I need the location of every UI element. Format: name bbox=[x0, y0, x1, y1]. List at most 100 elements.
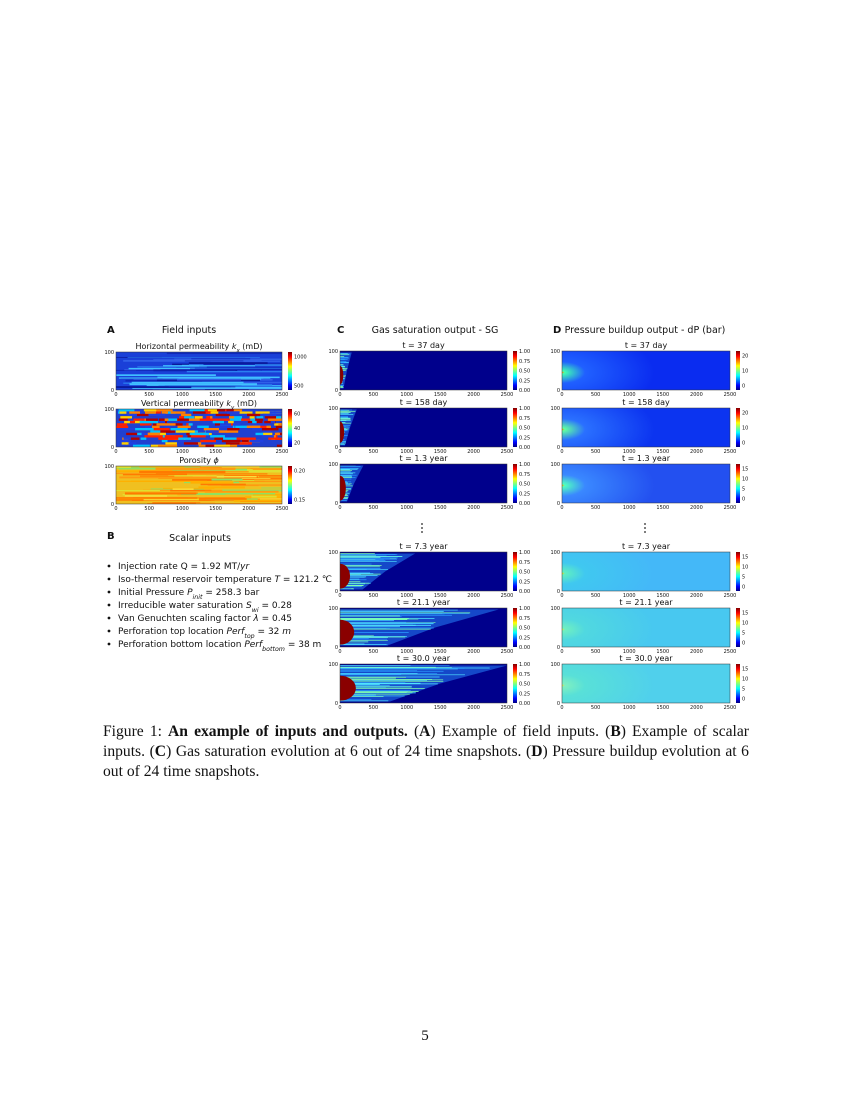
x-tick-label: 0 bbox=[560, 392, 563, 398]
x-tick-label: 500 bbox=[369, 449, 379, 455]
heatmap-cell bbox=[199, 418, 214, 421]
caption-text: ) Gas saturation evolution at 6 out of 2… bbox=[166, 743, 532, 760]
heatmap-bg bbox=[340, 464, 507, 503]
text-segment: t = 1.3 year bbox=[399, 454, 448, 463]
figure-caption: Figure 1: An example of inputs and outpu… bbox=[103, 722, 749, 782]
heatmap-cell bbox=[118, 409, 137, 412]
y-tick-label: 0 bbox=[111, 388, 114, 394]
panel-letter: A bbox=[107, 325, 115, 336]
y-tick-label: 0 bbox=[335, 701, 338, 707]
heatmap-cell bbox=[196, 502, 282, 504]
plot-title: t = 21.1 year bbox=[397, 598, 451, 607]
heatmap-bg bbox=[562, 464, 730, 503]
text-segment: t = 158 day bbox=[622, 398, 670, 407]
heatmap-cell bbox=[255, 411, 275, 414]
panel-title: Scalar inputs bbox=[169, 533, 231, 544]
text-segment: ϕ bbox=[213, 456, 219, 465]
list-item: Van Genuchten scaling factor λ = 0.45 bbox=[118, 614, 292, 624]
heatmap-cell bbox=[184, 360, 244, 362]
heatmap-cell bbox=[139, 466, 185, 468]
heatmap bbox=[562, 552, 730, 591]
heatmap-cell bbox=[218, 430, 239, 433]
heatmap bbox=[116, 352, 282, 390]
heatmap-cell bbox=[222, 489, 282, 492]
subscript: init bbox=[193, 593, 203, 601]
heatmap-cell bbox=[190, 435, 206, 438]
heatmap-cell bbox=[205, 411, 211, 414]
heatmap-cell bbox=[155, 411, 161, 414]
plot-title: t = 7.3 year bbox=[399, 542, 448, 551]
list-item: Irreducible water saturation Swi = 0.28 bbox=[118, 601, 292, 614]
heatmap-cell bbox=[129, 411, 141, 414]
heatmap-cell bbox=[200, 439, 216, 443]
x-tick-label: 0 bbox=[114, 449, 117, 455]
plot-title: t = 158 day bbox=[622, 398, 670, 407]
text-segment: Iso-thermal reservoir temperature bbox=[118, 575, 275, 585]
heatmap-cell bbox=[129, 420, 135, 424]
plot-title: t = 158 day bbox=[400, 398, 448, 407]
caption-text: ) Example of field inputs. ( bbox=[430, 723, 611, 740]
plot-title: Porosity ϕ bbox=[179, 456, 219, 465]
heatmap-cell bbox=[248, 423, 267, 426]
y-tick-label: 100 bbox=[328, 406, 338, 412]
x-tick-label: 0 bbox=[338, 449, 341, 455]
x-tick-label: 2500 bbox=[501, 705, 514, 711]
x-tick-label: 2500 bbox=[724, 505, 737, 511]
colorbar-tick-label: 0.25 bbox=[519, 491, 530, 497]
heatmap-cell bbox=[161, 411, 168, 414]
x-tick-label: 0 bbox=[560, 593, 563, 599]
heatmap-bg bbox=[340, 408, 507, 447]
text-segment: Initial Pressure bbox=[118, 588, 187, 598]
x-tick-label: 1000 bbox=[400, 649, 413, 655]
heatmap-cell bbox=[118, 418, 128, 421]
heatmap-cell bbox=[123, 437, 131, 440]
heatmap-cell bbox=[185, 418, 206, 421]
heatmap-cell bbox=[151, 425, 160, 428]
text-segment: (mD) bbox=[234, 399, 257, 408]
heatmap-cell bbox=[214, 502, 282, 504]
colorbar-tick-label: 0.75 bbox=[519, 672, 530, 678]
heatmap bbox=[340, 408, 507, 447]
text-segment: S bbox=[246, 601, 252, 611]
colorbar-tick-label: 10 bbox=[742, 677, 748, 683]
heatmap-cell bbox=[145, 425, 152, 428]
heatmap-cell bbox=[121, 442, 127, 445]
x-tick-label: 1500 bbox=[209, 449, 222, 455]
heatmap-cell bbox=[177, 425, 191, 428]
panel-letter: B bbox=[107, 531, 115, 542]
heatmap-cell bbox=[127, 413, 137, 417]
panel-title: Field inputs bbox=[162, 325, 216, 336]
colorbar-tick-label: 15 bbox=[742, 467, 748, 473]
heatmap-cell bbox=[239, 442, 252, 445]
y-tick-label: 0 bbox=[335, 445, 338, 451]
text-segment: t = 21.1 year bbox=[397, 598, 451, 607]
heatmap-cell bbox=[214, 437, 228, 440]
x-tick-label: 1000 bbox=[623, 705, 636, 711]
heatmap-frame bbox=[115, 465, 283, 505]
x-tick-label: 1000 bbox=[400, 705, 413, 711]
list-item: Injection rate Q = 1.92 MT/yr bbox=[118, 562, 250, 572]
heatmap-cell bbox=[233, 499, 282, 502]
colorbar-tick-label: 20 bbox=[742, 354, 748, 360]
heatmap-cell bbox=[229, 416, 235, 419]
x-tick-label: 0 bbox=[560, 449, 563, 455]
colorbar bbox=[513, 351, 517, 390]
x-tick-label: 500 bbox=[591, 593, 601, 599]
heatmap-cell bbox=[129, 383, 258, 386]
colorbar-tick-label: 0.50 bbox=[519, 570, 530, 576]
heatmap-cell bbox=[261, 487, 282, 489]
x-tick-label: 1500 bbox=[656, 449, 669, 455]
heatmap-frame bbox=[115, 408, 283, 448]
heatmap-cell bbox=[239, 437, 256, 440]
heatmap-cell bbox=[276, 444, 282, 447]
colorbar-tick-label: 0 bbox=[742, 640, 745, 646]
heatmap-cell bbox=[116, 497, 198, 499]
heatmap-cell bbox=[262, 432, 273, 436]
heatmap-cell bbox=[264, 420, 276, 424]
heatmap-frame bbox=[339, 463, 508, 504]
heatmap-cell bbox=[140, 423, 152, 426]
colorbar-tick-label: 0.75 bbox=[519, 416, 530, 422]
caption-text: ) Pressure buildup evolution at 6 out of… bbox=[103, 743, 749, 780]
x-tick-label: 500 bbox=[591, 449, 601, 455]
